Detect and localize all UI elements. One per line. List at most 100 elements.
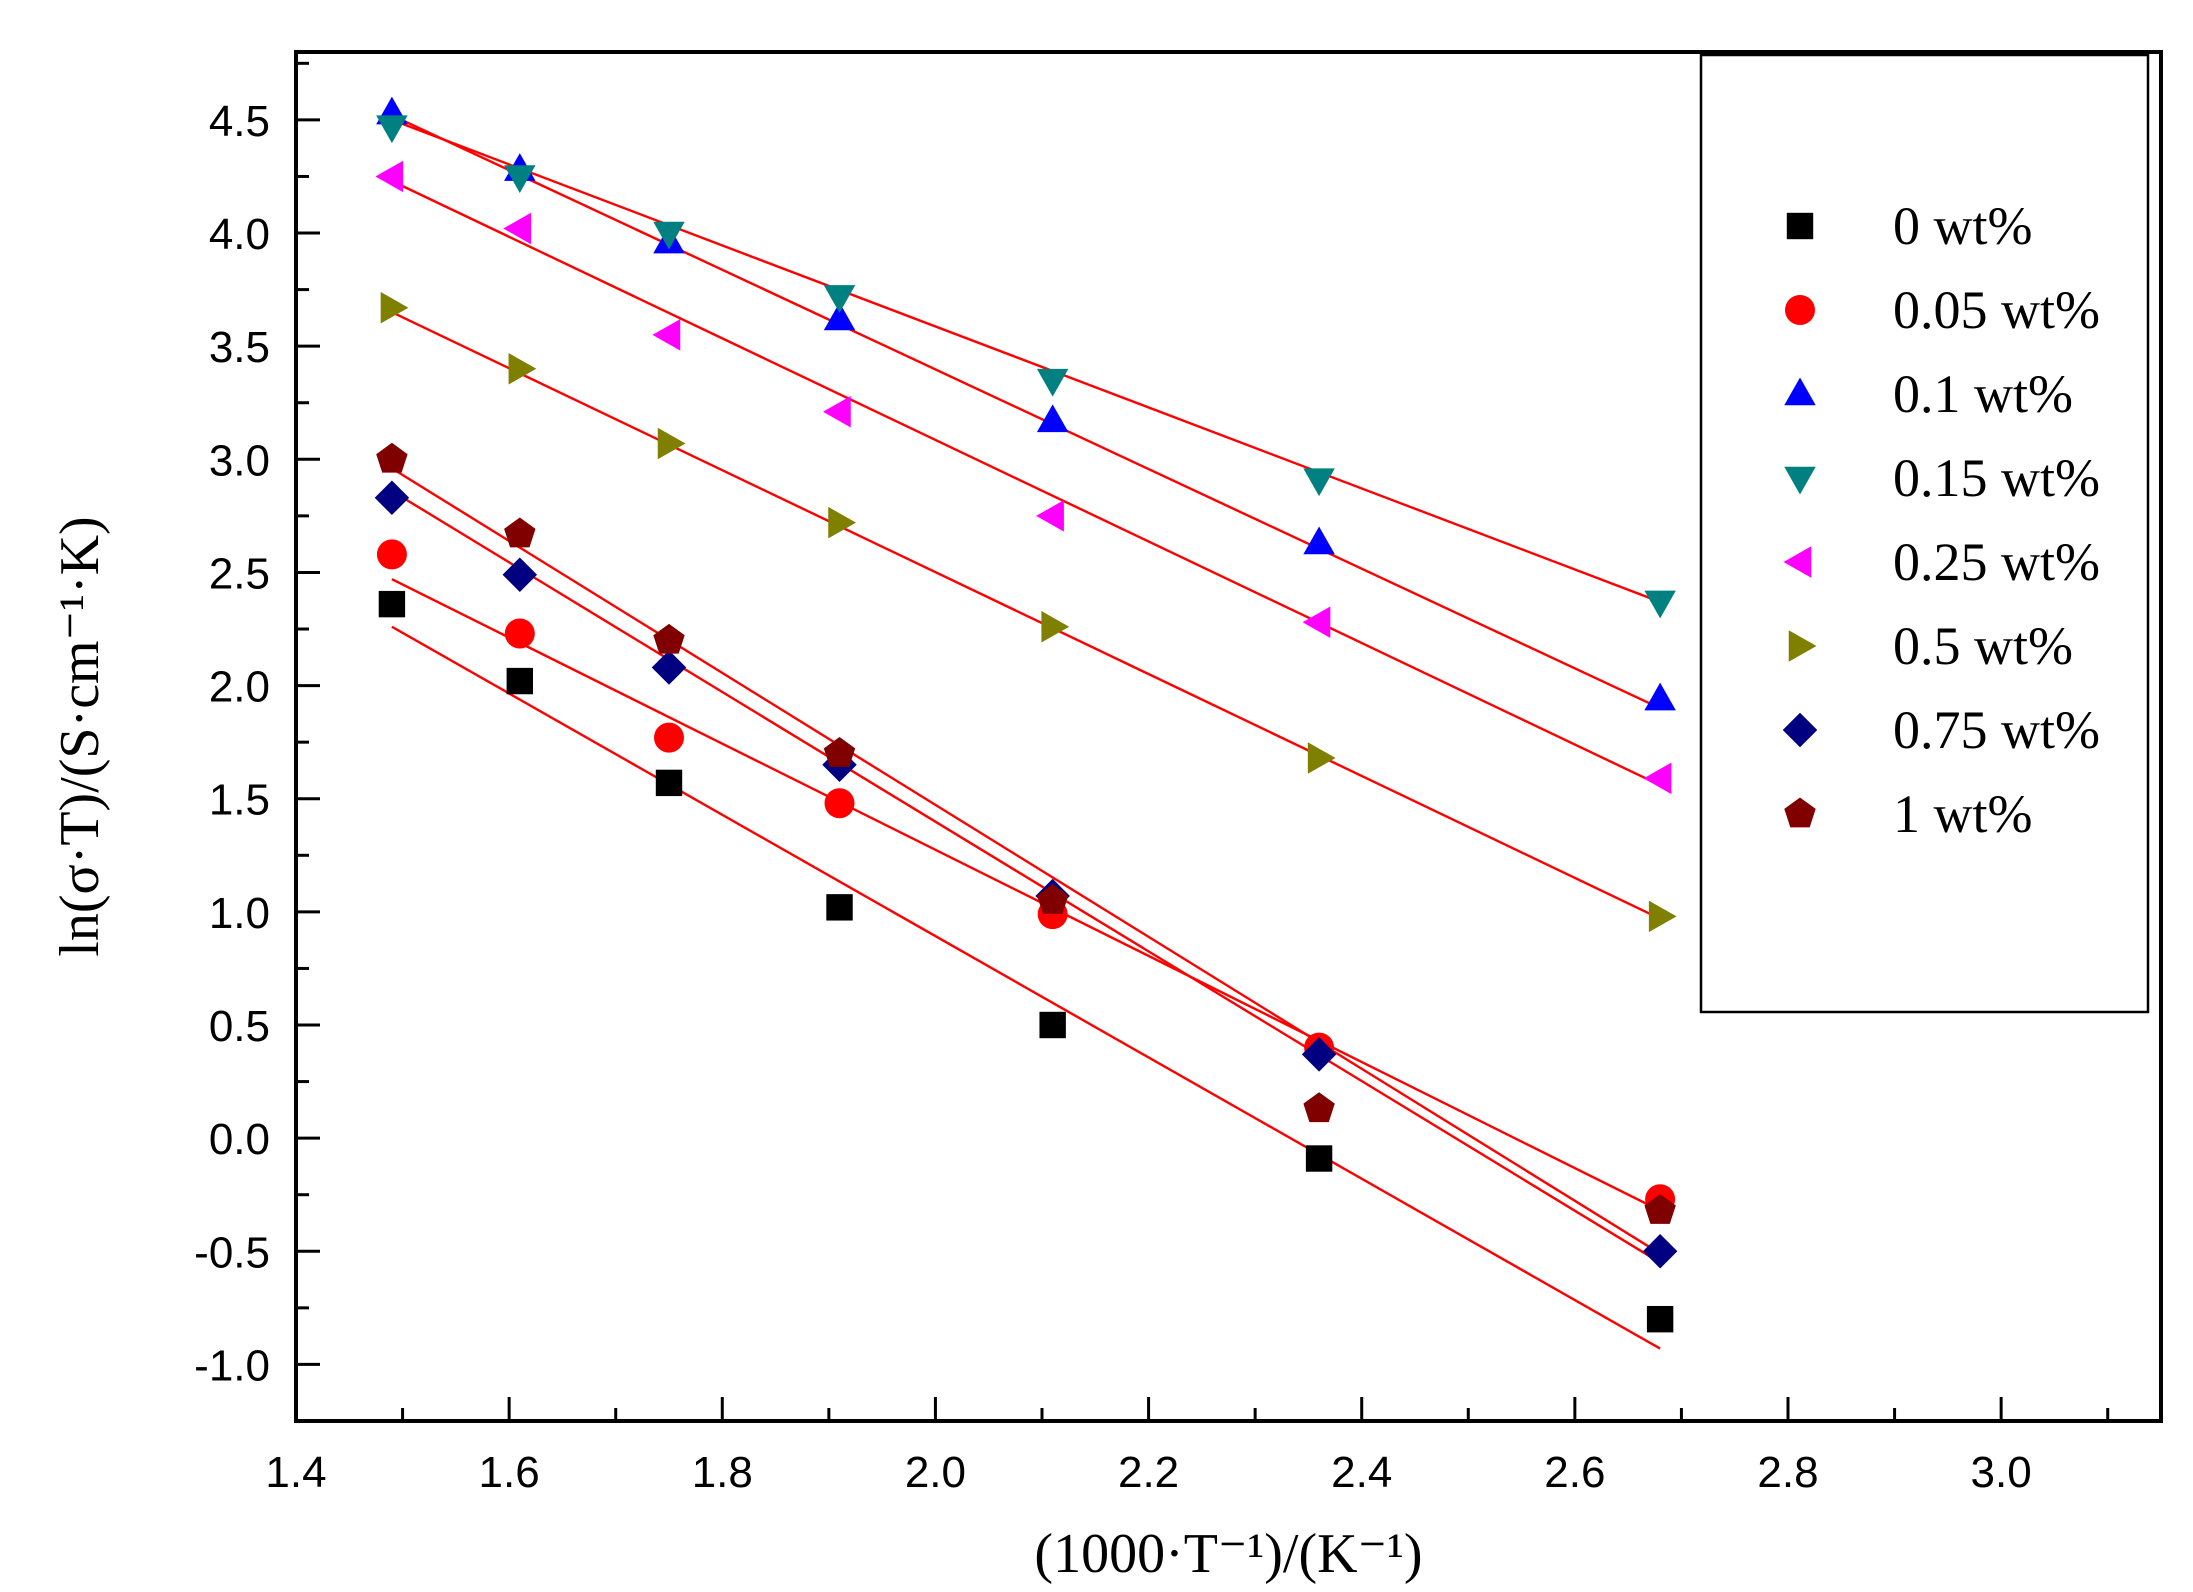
fit-line-0-1-wt	[391, 114, 1661, 710]
legend-marker	[1788, 630, 1817, 662]
x-tick-label: 1.4	[265, 1448, 326, 1497]
legend-label: 1 wt%	[1893, 784, 2032, 844]
data-point-0-75-wt	[1301, 1037, 1337, 1072]
y-tick-label: 4.0	[209, 210, 270, 259]
data-point-0-wt	[506, 667, 533, 695]
y-tick-label: 1.0	[209, 889, 270, 938]
fit-line-0-25-wt	[391, 179, 1661, 787]
legend-label: 0.05 wt%	[1893, 280, 2100, 340]
legend: 0 wt% 0.05 wt% 0.1 wt% 0.15 wt% 0.25 wt% 0.5 …	[1782, 196, 2100, 844]
data-point-0-5-wt	[657, 427, 686, 460]
axes: 1.4 1.6 1.8 2.0 2.2 2.4 2.6 2.8 3.0 -1.0 -0.5 0.0 0.…	[194, 61, 2110, 1497]
data-point-0-1-wt	[1303, 526, 1335, 555]
x-tick-label: 2.4	[1331, 1448, 1392, 1497]
data-point-1-wt	[1036, 884, 1069, 914]
data-point-0-25-wt	[1643, 762, 1672, 795]
series-0-15-wt	[376, 115, 1676, 619]
data-point-0-25-wt	[375, 160, 404, 193]
x-tick-label: 2.2	[1118, 1448, 1179, 1497]
data-point-0-wt	[1646, 1305, 1674, 1333]
x-axis-title: (1000·T⁻¹)/(K⁻¹)	[1034, 1523, 1422, 1585]
data-point-0-05-wt	[824, 788, 855, 819]
data-point-0-5-wt	[1307, 742, 1336, 774]
data-point-0-5-wt	[828, 506, 857, 539]
data-point-1-wt	[823, 736, 856, 767]
data-point-0-25-wt	[652, 319, 681, 351]
legend-marker	[1783, 546, 1812, 578]
data-point-0-1-wt	[823, 302, 856, 331]
x-tick-label: 1.8	[692, 1448, 753, 1497]
y-tick-label: -0.5	[194, 1228, 270, 1277]
data-point-0-1-wt	[1644, 682, 1676, 711]
legend-label: 0.1 wt%	[1893, 364, 2073, 424]
data-point-0-5-wt	[380, 291, 409, 324]
data-point-0-15-wt	[376, 115, 408, 144]
data-point-0-15-wt	[1644, 590, 1676, 619]
legend-item-0-15-wt: 0.15 wt%	[1784, 448, 2100, 508]
data-point-0-75-wt	[374, 480, 410, 516]
x-tick-label: 2.0	[905, 1448, 966, 1497]
fit-line-0-75-wt	[391, 489, 1661, 1264]
legend-item-0-05-wt: 0.05 wt%	[1785, 280, 2100, 340]
data-point-0-25-wt	[1302, 606, 1331, 638]
fit-lines	[391, 114, 1661, 1350]
y-tick-label: 3.0	[209, 436, 270, 485]
y-tick-label: 0.0	[209, 1115, 270, 1164]
legend-marker	[1786, 212, 1814, 240]
y-tick-label: 2.5	[209, 549, 270, 598]
y-tick-label: -1.0	[194, 1341, 270, 1390]
x-tick-label: 2.8	[1757, 1448, 1818, 1497]
data-point-0-15-wt	[823, 285, 856, 313]
data-point-0-15-wt	[653, 221, 685, 250]
data-point-0-wt	[826, 894, 853, 921]
data-point-0-25-wt	[503, 212, 532, 245]
data-points	[374, 96, 1678, 1333]
data-point-1-wt	[653, 623, 685, 654]
data-point-0-25-wt	[1036, 500, 1064, 532]
fit-line-0-wt	[391, 625, 1661, 1350]
legend-marker	[1784, 466, 1816, 495]
y-tick-label: 1.5	[209, 776, 270, 825]
data-point-0-5-wt	[508, 353, 537, 385]
fit-line-0-05-wt	[391, 578, 1661, 1212]
data-point-1-wt	[1644, 1194, 1676, 1224]
legend-item-0-wt: 0 wt%	[1786, 196, 2032, 256]
legend-item-0-75-wt: 0.75 wt%	[1782, 700, 2100, 760]
data-point-0-05-wt	[654, 722, 684, 753]
data-point-0-15-wt	[1036, 368, 1069, 397]
x-tick-label: 1.6	[479, 1448, 540, 1497]
data-point-0-wt	[1039, 1011, 1066, 1039]
data-point-0-5-wt	[1041, 611, 1070, 643]
series-0-5-wt	[380, 291, 1677, 933]
data-point-0-25-wt	[823, 396, 851, 428]
series-0-25-wt	[375, 160, 1672, 795]
plot-frame	[294, 50, 2163, 1423]
series-0-wt	[378, 590, 1674, 1333]
data-point-0-75-wt	[1642, 1234, 1678, 1269]
legend-marker	[1782, 712, 1818, 748]
legend-item-0-25-wt: 0.25 wt%	[1783, 532, 2100, 592]
y-tick-label: 0.5	[209, 1002, 270, 1051]
legend-label: 0 wt%	[1893, 196, 2032, 256]
data-point-0-wt	[378, 590, 406, 618]
data-point-0-15-wt	[1303, 468, 1335, 497]
legend-marker	[1784, 797, 1816, 828]
data-point-1-wt	[376, 442, 408, 473]
legend-label: 0.5 wt%	[1893, 616, 2073, 676]
legend-item-0-5-wt: 0.5 wt%	[1788, 616, 2073, 676]
data-point-1-wt	[504, 517, 536, 548]
y-tick-label: 2.0	[209, 663, 270, 712]
legend-marker	[1784, 377, 1816, 406]
data-point-0-05-wt	[376, 539, 407, 570]
data-point-0-15-wt	[504, 165, 536, 193]
legend-box	[1699, 53, 2150, 1014]
x-tick-label: 2.6	[1544, 1448, 1605, 1497]
data-point-0-wt	[655, 769, 683, 797]
legend-item-0-1-wt: 0.1 wt%	[1784, 364, 2073, 424]
data-point-0-75-wt	[502, 557, 538, 592]
data-point-0-05-wt	[504, 618, 535, 649]
fit-line-0-5-wt	[391, 311, 1661, 920]
y-tick-label: 3.5	[209, 323, 270, 372]
data-point-0-1-wt	[1036, 404, 1069, 433]
